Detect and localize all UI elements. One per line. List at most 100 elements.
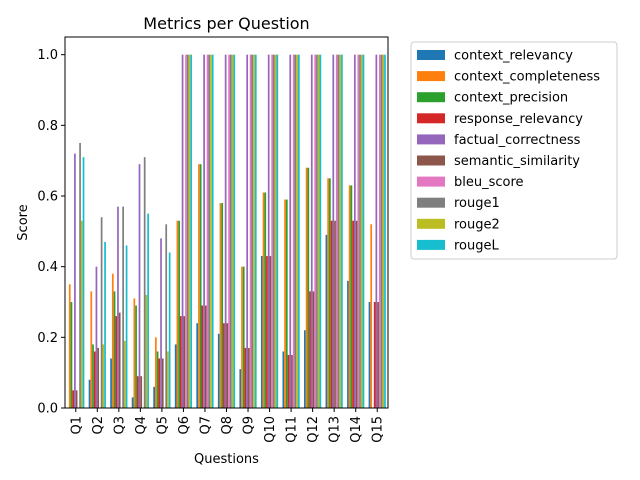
bar-context-precision-q3 — [113, 291, 116, 408]
bar-rouge1-q6 — [186, 54, 189, 409]
bar-factual-correctness-q4 — [138, 164, 141, 408]
bar-response-relevancy-q1 — [72, 390, 75, 408]
x-axis-label: Questions — [194, 452, 259, 467]
bar-factual-correctness-q14 — [353, 54, 356, 409]
bar-response-relevancy-q12 — [309, 291, 311, 408]
bar-context-precision-q11 — [285, 199, 288, 408]
bar-context-relevancy-q14 — [347, 280, 349, 408]
bar-semantic-similarity-q15 — [377, 302, 379, 408]
bar-response-relevancy-q13 — [330, 220, 333, 408]
bar-response-relevancy-q14 — [352, 220, 354, 408]
bar-semantic-similarity-q2 — [97, 347, 100, 408]
bar-rouge1-q8 — [229, 54, 232, 409]
bar-semantic-similarity-q14 — [355, 220, 358, 408]
bar-bleu-score-q13 — [335, 54, 338, 409]
bar-context-relevancy-q8 — [217, 333, 220, 408]
legend-swatch-bleu-score — [417, 176, 445, 187]
bar-context-precision-q14 — [350, 185, 353, 408]
bar-bleu-score-q8 — [228, 54, 230, 409]
bar-context-precision-q10 — [264, 192, 267, 408]
legend-swatch-rouge1 — [417, 197, 445, 208]
bar-semantic-similarity-q11 — [291, 355, 293, 408]
bar-factual-correctness-q6 — [181, 54, 184, 409]
bar-context-completeness-q13 — [327, 178, 329, 408]
bar-context-relevancy-q5 — [153, 386, 156, 408]
bar-bleu-score-q9 — [249, 54, 252, 409]
bar-response-relevancy-q8 — [223, 323, 225, 408]
bar-rougeL-q4 — [147, 213, 149, 408]
bar-response-relevancy-q3 — [115, 316, 118, 408]
bar-rougeL-q10 — [276, 54, 279, 409]
bar-rouge2-q4 — [145, 294, 148, 408]
bar-semantic-similarity-q6 — [183, 316, 186, 408]
legend-label-rouge2: rouge2 — [454, 217, 500, 232]
bar-rouge1-q2 — [100, 217, 103, 408]
y-tick-label: 0.8 — [37, 119, 58, 134]
legend-label-context-relevancy: context_relevancy — [454, 49, 573, 64]
bar-rouge1-q1 — [79, 143, 81, 408]
bar-rougeL-q3 — [125, 245, 128, 408]
bar-context-completeness-q2 — [90, 291, 93, 408]
bar-semantic-similarity-q13 — [334, 220, 336, 408]
bar-bleu-score-q10 — [271, 54, 274, 409]
y-axis: 0.0 0.2 0.4 0.6 0.8 1.0 — [37, 48, 65, 417]
x-tick-label: Q13 — [328, 416, 343, 443]
bar-rouge2-q7 — [210, 54, 212, 409]
bar-rougeL-q14 — [362, 54, 365, 409]
bar-response-relevancy-q9 — [244, 347, 247, 408]
bar-rouge2-q9 — [253, 54, 255, 409]
bar-factual-correctness-q11 — [289, 54, 292, 409]
bar-rougeL-q7 — [211, 54, 214, 409]
bar-semantic-similarity-q8 — [226, 323, 229, 408]
bar-factual-correctness-q10 — [267, 54, 270, 409]
bar-rouge2-q11 — [296, 54, 298, 409]
bar-rougeL-q2 — [104, 241, 106, 408]
bar-bleu-score-q7 — [206, 54, 209, 409]
bar-context-precision-q9 — [242, 266, 245, 408]
bar-rougeL-q9 — [254, 54, 257, 409]
bar-context-completeness-q11 — [284, 199, 286, 408]
x-tick-label: Q14 — [349, 416, 364, 443]
bar-rouge1-q13 — [337, 54, 340, 409]
bar-response-relevancy-q6 — [179, 316, 182, 408]
bar-context-completeness-q9 — [241, 266, 243, 408]
bar-factual-correctness-q13 — [332, 54, 335, 409]
bar-bleu-score-q15 — [378, 54, 381, 409]
bar-rouge2-q2 — [102, 344, 105, 408]
bar-rougeL-q1 — [82, 157, 85, 408]
legend-swatch-response-relevancy — [417, 113, 445, 124]
bar-response-relevancy-q2 — [93, 351, 96, 408]
bar-context-completeness-q8 — [219, 203, 222, 408]
bar-context-precision-q13 — [329, 178, 331, 408]
x-tick-label: Q1 — [69, 416, 84, 435]
legend-swatch-context-precision — [417, 92, 445, 103]
legend-swatch-rouge2 — [417, 218, 445, 229]
bar-rougeL-q11 — [297, 54, 300, 409]
x-tick-label: Q8 — [220, 416, 235, 435]
bar-response-relevancy-q11 — [287, 355, 290, 408]
bar-factual-correctness-q12 — [310, 54, 313, 409]
bar-context-relevancy-q11 — [282, 351, 285, 408]
bar-context-relevancy-q13 — [325, 234, 328, 408]
bar-rouge1-q11 — [294, 54, 297, 409]
bar-rouge1-q12 — [316, 54, 318, 409]
legend-label-bleu-score: bleu_score — [454, 175, 524, 190]
plot-frame — [64, 36, 389, 409]
x-tick-label: Q5 — [155, 416, 170, 435]
x-tick-label: Q11 — [285, 416, 300, 443]
bar-context-precision-q8 — [221, 203, 224, 408]
bar-context-completeness-q1 — [68, 284, 71, 408]
legend-swatch-semantic-similarity — [417, 155, 445, 166]
bar-rouge2-q3 — [124, 340, 126, 408]
bar-rougeL-q15 — [384, 54, 386, 409]
bar-response-relevancy-q7 — [201, 305, 204, 408]
bar-context-completeness-q15 — [370, 224, 373, 408]
bar-response-relevancy-q15 — [373, 302, 376, 408]
bar-context-precision-q12 — [307, 167, 310, 408]
bar-context-precision-q1 — [70, 302, 73, 408]
x-tick-label: Q2 — [91, 416, 106, 435]
legend-label-response-relevancy: response_relevancy — [454, 112, 583, 127]
bar-response-relevancy-q10 — [266, 256, 268, 408]
bar-bleu-score-q11 — [292, 54, 295, 409]
bar-factual-correctness-q5 — [160, 238, 162, 408]
